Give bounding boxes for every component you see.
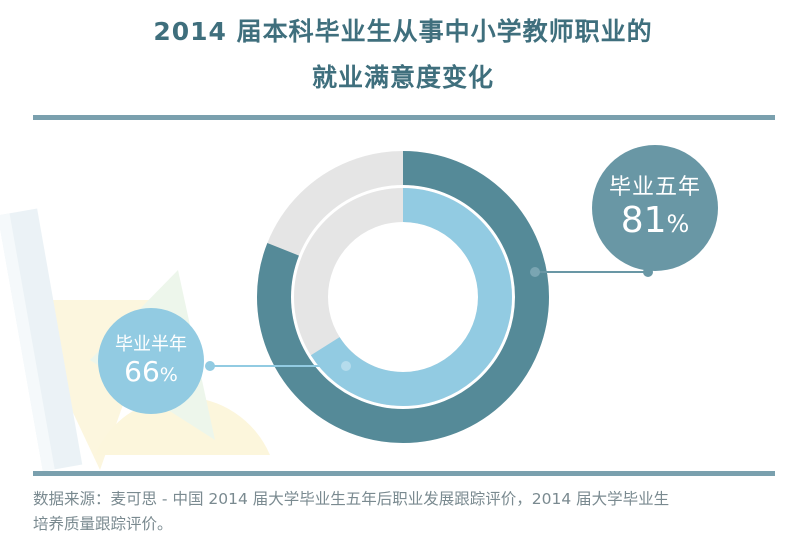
percent-unit: % — [159, 364, 178, 386]
top-divider — [33, 115, 775, 120]
bottom-divider — [33, 471, 775, 476]
chart-title-line1: 2014 届本科毕业生从事中小学教师职业的 — [153, 17, 653, 46]
chart-title-line2: 就业满意度变化 — [311, 63, 494, 92]
source-line1: 数据来源：麦可思 - 中国 2014 届大学毕业生五年后职业发展跟踪评价，201… — [33, 490, 670, 508]
percent-unit: % — [666, 210, 690, 238]
five-year-value: 81 — [620, 200, 667, 241]
inner-ring-half-year — [294, 188, 512, 406]
five-year-callout: 毕业五年 81% — [592, 145, 718, 271]
half-year-value: 66 — [124, 355, 160, 388]
half-year-label: 毕业半年 — [115, 334, 187, 355]
outer-ring-five-year — [257, 151, 549, 443]
five-year-label: 毕业五年 — [608, 175, 701, 200]
data-source-note: 数据来源：麦可思 - 中国 2014 届大学毕业生五年后职业发展跟踪评价，201… — [33, 487, 783, 537]
source-line2: 培养质量跟踪评价。 — [33, 515, 173, 533]
half-year-callout: 毕业半年 66% — [98, 308, 204, 414]
